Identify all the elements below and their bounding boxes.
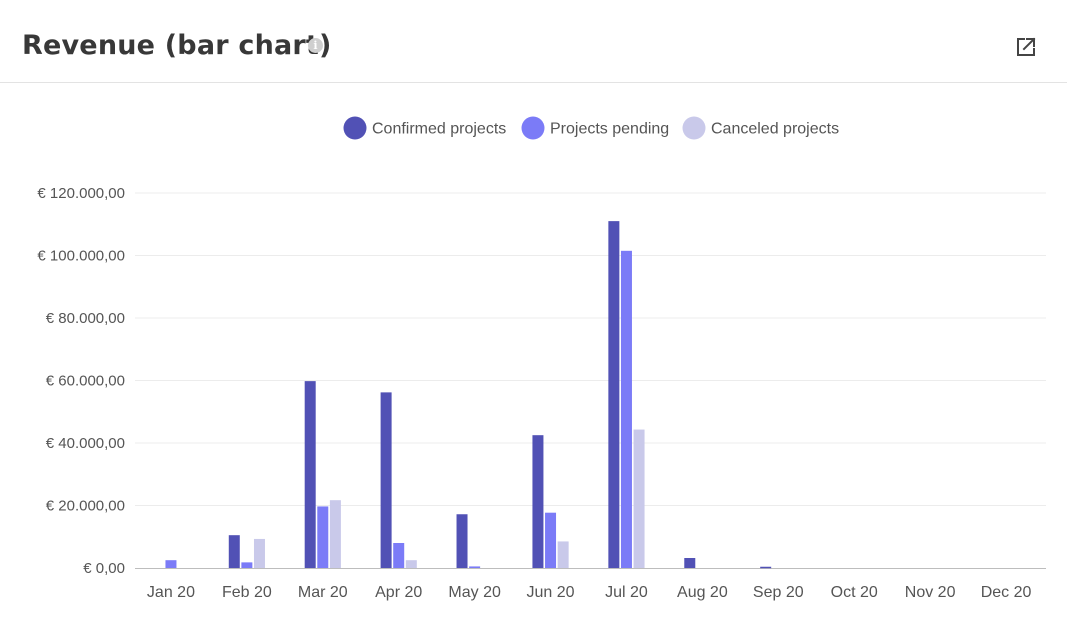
bar-projects-pending-jul-20[interactable] xyxy=(620,250,632,568)
y-tick-label: € 0,00 xyxy=(83,560,125,577)
x-tick-label: Jan 20 xyxy=(147,584,195,601)
legend-swatch xyxy=(343,116,367,140)
bar-canceled-projects-jul-20[interactable] xyxy=(633,429,645,568)
info-icon[interactable]: i xyxy=(308,38,323,53)
bar-confirmed-projects-aug-20[interactable] xyxy=(684,558,696,568)
x-tick-label: Feb 20 xyxy=(222,584,272,601)
legend-swatch xyxy=(682,116,706,140)
bar-confirmed-projects-apr-20[interactable] xyxy=(380,392,392,568)
x-axis: Jan 20 Feb 20 Mar 20 Apr 20 May 20 Jun 20 Jul … xyxy=(147,584,1032,601)
bar-canceled-projects-apr-20[interactable] xyxy=(405,560,417,568)
legend-item-projects-pending[interactable]: Projects pending xyxy=(521,116,670,140)
open-external-button[interactable] xyxy=(1012,33,1040,61)
revenue-bar-chart: Confirmed projects Projects pending Cancel… xyxy=(37,116,1046,601)
chart-bars xyxy=(165,221,772,569)
bar-projects-pending-may-20[interactable] xyxy=(469,566,481,568)
chart-legend: Confirmed projects Projects pending Cancel… xyxy=(343,116,840,140)
legend-swatch xyxy=(521,116,545,140)
bar-confirmed-projects-feb-20[interactable] xyxy=(228,535,240,568)
y-tick-label: € 40.000,00 xyxy=(46,435,125,452)
chart-title: Revenue (bar chart) xyxy=(22,30,332,61)
bar-projects-pending-apr-20[interactable] xyxy=(393,543,405,568)
legend-label: Canceled projects xyxy=(711,121,839,138)
bar-canceled-projects-feb-20[interactable] xyxy=(253,538,265,568)
y-tick-label: € 20.000,00 xyxy=(46,498,125,515)
legend-label: Projects pending xyxy=(550,121,669,138)
x-tick-label: Apr 20 xyxy=(375,584,422,601)
legend-label: Confirmed projects xyxy=(372,121,506,138)
y-tick-label: € 60.000,00 xyxy=(46,373,125,390)
chart-grid xyxy=(135,192,1046,569)
y-tick-label: € 120.000,00 xyxy=(37,185,125,202)
bar-projects-pending-feb-20[interactable] xyxy=(241,562,253,568)
bar-confirmed-projects-mar-20[interactable] xyxy=(304,381,316,568)
x-tick-label: Aug 20 xyxy=(677,584,728,601)
external-link-icon xyxy=(1017,37,1036,56)
x-tick-label: Nov 20 xyxy=(905,584,956,601)
x-tick-label: Mar 20 xyxy=(298,584,348,601)
y-tick-label: € 100.000,00 xyxy=(37,248,125,265)
bar-projects-pending-mar-20[interactable] xyxy=(317,506,329,568)
y-tick-label: € 80.000,00 xyxy=(46,310,125,327)
x-tick-label: Jul 20 xyxy=(605,584,648,601)
bar-confirmed-projects-jul-20[interactable] xyxy=(608,221,620,568)
bar-confirmed-projects-jun-20[interactable] xyxy=(532,435,544,568)
y-axis: € 0,00 € 20.000,00 € 40.000,00 € 60.000,00 €… xyxy=(37,185,125,577)
x-tick-label: Jun 20 xyxy=(527,584,575,601)
bar-confirmed-projects-sep-20[interactable] xyxy=(760,566,772,569)
bar-canceled-projects-mar-20[interactable] xyxy=(329,500,341,568)
bar-canceled-projects-jun-20[interactable] xyxy=(557,541,569,568)
bar-projects-pending-jun-20[interactable] xyxy=(545,512,557,568)
x-tick-label: May 20 xyxy=(448,584,501,601)
legend-item-confirmed-projects[interactable]: Confirmed projects xyxy=(343,116,507,140)
legend-item-canceled-projects[interactable]: Canceled projects xyxy=(682,116,840,140)
x-tick-label: Dec 20 xyxy=(981,584,1032,601)
card-header: Revenue (bar chart) i xyxy=(0,0,1067,83)
x-tick-label: Sep 20 xyxy=(753,584,804,601)
x-tick-label: Oct 20 xyxy=(831,584,878,601)
bar-confirmed-projects-may-20[interactable] xyxy=(456,514,468,568)
bar-projects-pending-jan-20[interactable] xyxy=(165,560,177,568)
chart-area: Confirmed projects Projects pending Cancel… xyxy=(0,84,1067,631)
